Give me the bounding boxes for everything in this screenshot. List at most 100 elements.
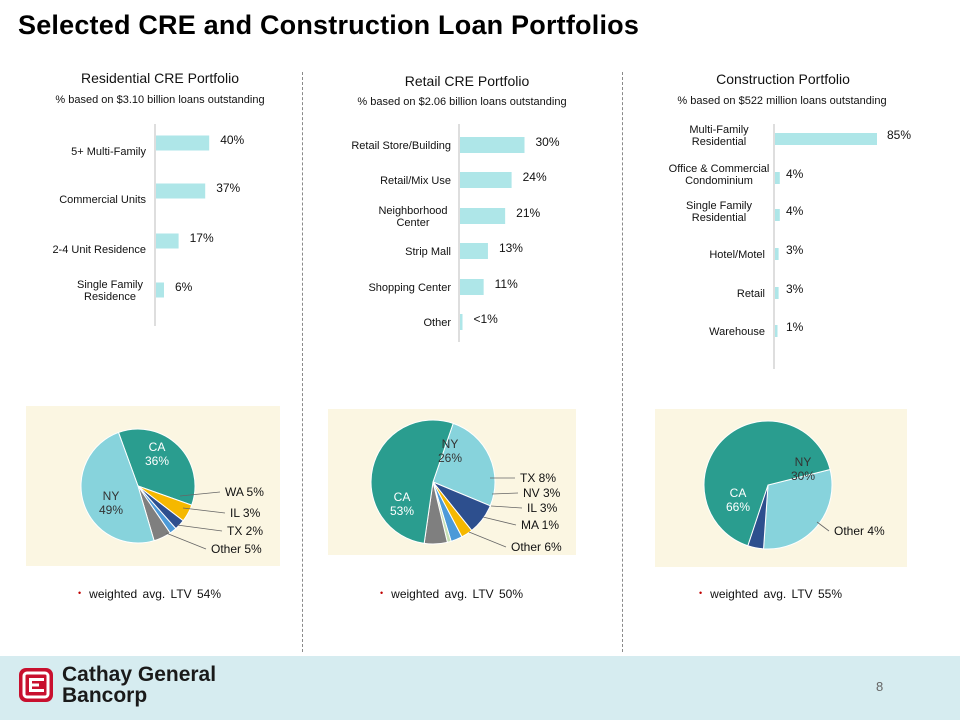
construction-value-label-single-family-residential: 4% [786,204,804,218]
brand-line-1: Cathay General [62,663,217,686]
construction-ltv-text: weighted avg. LTV 55% [710,587,843,601]
residential-value-ca: 36% [145,454,169,468]
footer-band [0,656,960,720]
residential-category-label-commercial-units: Commercial Units [59,194,146,206]
residential-leader-wa [179,491,221,497]
construction-category-label-single-family-residential: Single Family Residential [686,200,753,224]
residential-label-other: Other 5% [211,542,262,556]
construction-label-other: Other 4% [834,524,885,538]
construction-bar-single-family-residential [775,209,780,221]
residential-leader-tx [176,524,223,532]
retail-label-nv: NV 3% [523,486,561,500]
retail-category-label-retail-mix-use: Retail/Mix Use [380,175,451,187]
construction-value-ca: 66% [726,500,750,514]
residential-label-tx: TX 2% [227,524,263,538]
construction-value-label-warehouse: 1% [786,320,804,334]
retail-value-label-retail-mix-use: 24% [523,170,547,184]
residential-label-ca: CA [149,440,166,454]
construction-bar-warehouse [775,325,778,337]
residential-bar-2-4-unit-residence [156,233,179,249]
retail-bars: 30% Retail Store/Building 24% Retail/Mix Us… [351,124,560,342]
retail-value-label-neighborhood-center: 21% [516,206,540,220]
retail-ltv-text: weighted avg. LTV 50% [391,587,524,601]
construction-ltv: • weighted avg. LTV 55% [699,587,843,601]
construction-category-label-hotel-motel: Hotel/Motel [709,249,765,261]
residential-value-label-2-4-unit-residence: 17% [190,231,214,245]
retail-bar-shopping-center [460,279,484,295]
construction-category-label-multi-family-residential: Multi-Family Residential [689,124,749,148]
retail-value-label-strip-mall: 13% [499,241,523,255]
retail-slice-ny [432,422,496,507]
retail-label-ca: CA [394,490,411,504]
retail-category-label-retail-store-building: Retail Store/Building [351,140,451,152]
retail-category-label-strip-mall: Strip Mall [405,246,451,258]
construction-label-ny: NY [795,455,812,469]
retail-bar-retail-mix-use [460,172,512,188]
residential-ltv: • weighted avg. LTV 54% [78,587,222,601]
construction-category-label-office-commercial-condominium: Office & Commercial Condominium [669,163,770,187]
retail-leader-il [490,505,523,509]
retail-category-label-other: Other [423,317,451,329]
retail-label-ny: NY [442,437,459,451]
residential-subtitle: % based on $3.10 billion loans outstandi… [55,94,265,106]
construction-category-label-warehouse: Warehouse [709,326,765,338]
residential-bar-5-multi-family [156,135,210,151]
retail-category-label-shopping-center: Shopping Center [368,282,451,294]
construction-category-label-retail: Retail [737,288,765,300]
residential-category-label-single-family-residence: Single Family Residence [77,279,144,303]
residential-category-label-5-multi-family: 5+ Multi-Family [71,146,146,158]
residential-leader-il [182,507,226,514]
retail-subtitle: % based on $2.06 billion loans outstandi… [357,96,567,108]
retail-slice-ca [370,419,454,544]
residential-title: Residential CRE Portfolio [81,70,239,86]
brand-name: Cathay General Bancorp [62,664,216,706]
construction-leader-other [816,521,830,532]
retail-value-label-retail-store-building: 30% [536,135,560,149]
residential-value-label-commercial-units: 37% [216,181,240,195]
construction-value-label-hotel-motel: 3% [786,243,804,257]
residential-ltv-text: weighted avg. LTV 54% [89,587,222,601]
retail-value-ny: 26% [438,451,462,465]
residential-slice-ca [117,428,196,506]
column-divider-2 [622,72,623,652]
residential-bar-single-family-residence [156,282,164,298]
retail-value-label-shopping-center: 11% [495,277,518,291]
residential-label-il: IL 3% [230,506,261,520]
retail-bar-strip-mall [460,243,488,259]
construction-bar-retail [775,287,779,299]
page-number: 8 [876,679,884,694]
residential-bars: 40% 5+ Multi-Family 37% Commercial Units 17%… [52,124,245,326]
construction-value-ny: 30% [791,469,815,483]
construction-bars: 85% Multi-Family Residential 4% Office & Com… [669,124,911,369]
residential-label-wa: WA 5% [225,485,264,499]
residential-slice-ny [80,431,155,544]
retail-label-ma: MA 1% [521,518,559,532]
retail-label-il: IL 3% [527,501,558,515]
column-divider-1 [302,72,303,652]
retail-label-other: Other 6% [511,540,562,554]
construction-value-label-retail: 3% [786,282,804,296]
retail-value-label-other: <1% [474,312,499,326]
construction-subtitle: % based on $522 million loans outstandin… [677,95,887,107]
retail-value-ca: 53% [390,504,414,518]
construction-label-ca: CA [730,486,747,500]
residential-value-label-5-multi-family: 40% [220,133,244,147]
page-title: Selected CRE and Construction Loan Portf… [18,10,640,40]
construction-bar-multi-family-residential [775,133,877,145]
retail-bar-retail-store-building [460,137,525,153]
construction-title: Construction Portfolio [716,71,850,87]
residential-leader-other [165,532,207,550]
retail-leader-ma [482,516,517,526]
residential-value-label-single-family-residence: 6% [175,280,193,294]
retail-leader-other [468,531,507,548]
construction-slice-ny [763,468,833,550]
brand-line-2: Bancorp [62,684,148,707]
retail-category-label-neighborhood-center: Neighborhood Center [378,205,447,229]
residential-label-ny: NY [103,489,120,503]
retail-title: Retail CRE Portfolio [404,73,530,89]
